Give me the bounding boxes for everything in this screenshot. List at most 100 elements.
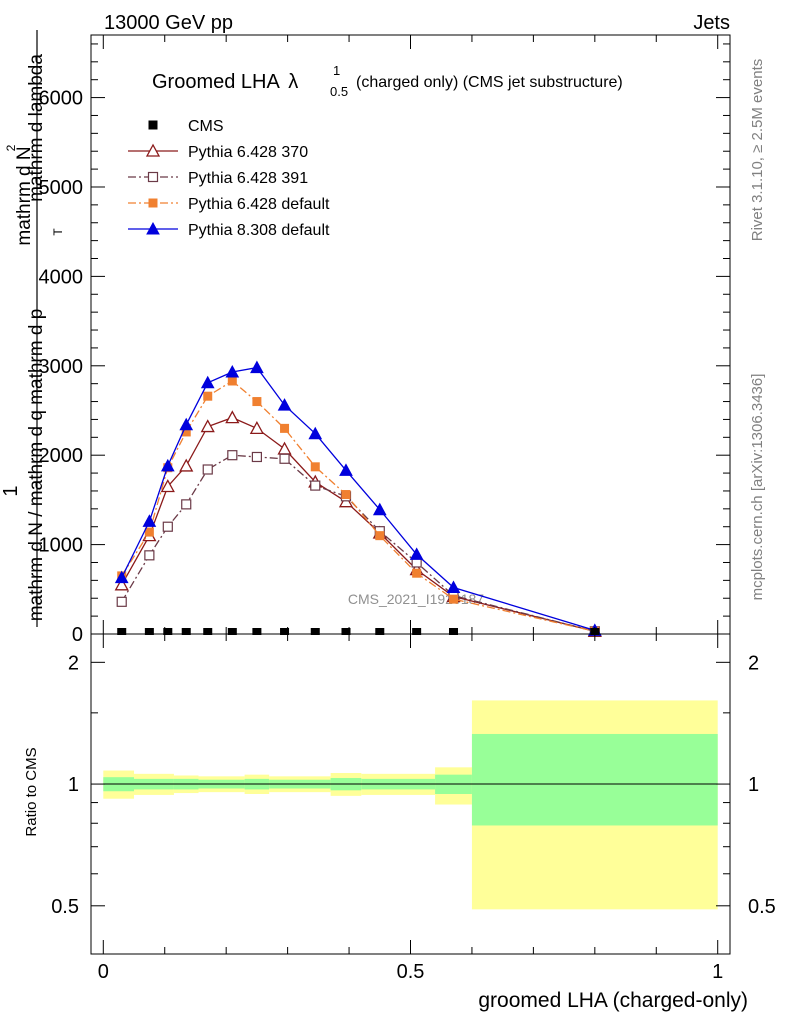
legend-marker: [147, 171, 159, 183]
main-y-axis-label: 1 mathrm d N 2 mathrm d N / mathrm d q m…: [0, 30, 65, 627]
x-tick-label: 0: [98, 961, 109, 983]
legend-marker: [148, 198, 158, 208]
cms-data-point: [375, 628, 385, 635]
title-lambda: λ: [288, 71, 298, 93]
header-right: Jets: [693, 12, 730, 34]
legend-marker: [145, 143, 161, 157]
series-point: [310, 462, 320, 472]
cms-data-point: [341, 628, 351, 635]
series-point: [225, 365, 240, 378]
series-point: [179, 417, 194, 431]
series-point: [114, 570, 129, 584]
title-rest: (charged only) (CMS jet substructure): [356, 74, 623, 91]
cms-data-point: [310, 628, 320, 635]
ylabel-numer-dN: mathrm d N: [14, 146, 35, 245]
series-point: [116, 596, 127, 607]
cms-data-point: [117, 628, 127, 635]
series-point: [162, 521, 173, 532]
header-left: 13000 GeV pp: [104, 12, 233, 34]
title-main: Groomed LHA: [152, 71, 280, 93]
x-tick-label: 0.5: [397, 961, 425, 983]
series-line: [121, 416, 595, 632]
cms-data-point: [203, 628, 213, 635]
ylabel-numer-2: 2: [4, 144, 18, 151]
ratio-y-tick-label: 0.5: [51, 896, 79, 918]
mcplots-label: mcplots.cern.ch [arXiv:1306.3436]: [749, 374, 766, 601]
legend-marker: [146, 221, 160, 235]
main-y-tick-label: 0: [72, 624, 83, 646]
series-point: [308, 426, 323, 440]
series-point: [249, 421, 264, 435]
cms-data-point: [280, 628, 290, 635]
cms-data-point: [252, 628, 262, 635]
series-point: [227, 450, 238, 461]
main-y-tick-label: 2000: [39, 445, 84, 467]
ratio-y-tick-label-right: 1: [748, 774, 759, 796]
title-sub: 0.5: [330, 84, 348, 99]
ratio-y-tick-label-right: 2: [748, 652, 759, 674]
cms-data-point: [144, 628, 154, 635]
series-point: [310, 480, 321, 491]
series-point: [114, 577, 129, 591]
series-point: [179, 458, 194, 472]
legend-label: Pythia 8.308 default: [188, 222, 330, 239]
main-y-tick-label: 4000: [39, 266, 84, 288]
series-point: [200, 419, 215, 433]
ratio-inner-band: [471, 733, 718, 826]
legend-entry: Pythia 6.428 370: [128, 143, 308, 161]
main-y-tick-label: 1000: [39, 535, 84, 557]
ylabel-den: mathrm d N / mathrm d q mathrm d p: [26, 309, 47, 622]
series-point: [409, 547, 424, 560]
series-line: [121, 380, 595, 632]
series-point: [160, 458, 175, 472]
series-point: [144, 527, 154, 537]
cms-data-point: [412, 628, 422, 635]
series-point: [144, 550, 155, 561]
series-point: [142, 514, 157, 527]
series-point: [446, 580, 461, 594]
x-axis-label: groomed LHA (charged-only): [478, 989, 748, 1012]
series-point: [203, 391, 213, 401]
series-point: [339, 463, 353, 476]
legend-label: Pythia 6.428 default: [188, 196, 330, 213]
legend-entry: Pythia 6.428 default: [128, 196, 330, 213]
title-sup: 1: [333, 63, 340, 78]
main-y-tick-label: 5000: [39, 177, 84, 199]
series-point: [279, 453, 290, 464]
series-point: [372, 502, 387, 516]
legend-entry: Pythia 8.308 default: [128, 221, 330, 239]
series-point: [280, 423, 290, 433]
series-point: [200, 375, 215, 389]
main-panel: CMS_2021_I1920187 0100020003000400050006…: [0, 30, 731, 646]
series-point: [181, 427, 191, 437]
ratio-y-tick-label: 2: [68, 652, 79, 674]
cms-data-point: [227, 628, 237, 635]
series-point: [449, 594, 459, 604]
legend-marker: [148, 120, 158, 130]
series-point: [202, 464, 213, 475]
ratio-y-axis-label: Ratio to CMS: [23, 747, 40, 836]
legend: CMS Pythia 6.428 370 Pythia 6.428 391 Pythi…: [128, 118, 330, 239]
chart-title: Groomed LHA λ: [152, 71, 298, 93]
series-point: [252, 397, 262, 407]
main-y-tick-label: 6000: [39, 88, 84, 110]
rivet-label: Rivet 3.1.10, ≥ 2.5M events: [749, 59, 766, 242]
main-y-tick-label: 3000: [39, 356, 84, 378]
ratio-panel: 0.5 0.5 1 1 2 2 0 0.5 1 Ratio to CMS groomed LH…: [23, 633, 776, 1012]
cms-data-point: [181, 628, 191, 635]
series-point: [251, 451, 262, 463]
legend-entry: CMS: [148, 118, 224, 135]
series-point: [227, 376, 237, 386]
series-line: [121, 366, 595, 632]
legend-label: Pythia 6.428 391: [188, 170, 308, 187]
series-point: [225, 410, 240, 424]
series-point: [181, 499, 192, 510]
legend-label: CMS: [188, 118, 224, 135]
series-point: [250, 360, 264, 374]
series-point: [160, 479, 175, 493]
ylabel-den-sub: T: [51, 228, 65, 236]
ylabel-num: 1: [0, 485, 22, 496]
cms-data-point: [163, 628, 173, 635]
series-point: [277, 398, 292, 411]
